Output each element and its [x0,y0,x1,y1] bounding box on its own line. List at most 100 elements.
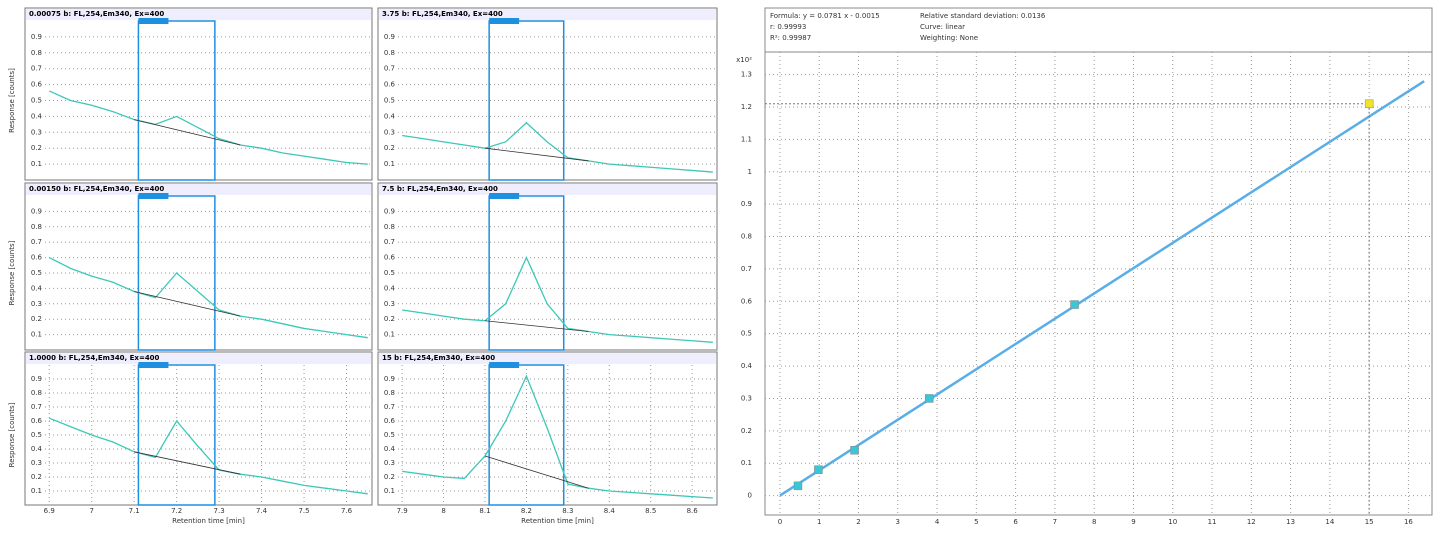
y-tick-label: 0.9 [384,375,395,383]
y-tick-label: 0.8 [741,233,752,241]
panel-title-bar [26,353,371,364]
x-tick-label: 7.4 [256,507,268,515]
window-tab [138,18,169,24]
panel-title-bar [26,9,371,20]
y-tick-label: 0.3 [384,300,395,308]
y-tick-label: 0.8 [31,389,42,397]
header-text: Relative standard deviation: 0.0136 [920,12,1046,20]
x-tick-label: 16 [1404,518,1413,526]
calibration-point [1364,99,1374,109]
y-axis-label: Response [counts] [8,402,16,467]
x-tick-label: 7.1 [129,507,140,515]
y-tick-label: 0.1 [31,331,42,339]
header-text: Weighting: None [920,34,978,42]
x-tick-label: 6.9 [44,507,55,515]
y-tick-label: 0.1 [31,160,42,168]
y-tick-label: 0.3 [31,300,42,308]
y-tick-label: 0.9 [31,375,42,383]
y-tick-label: 0.6 [31,81,43,89]
calibration-point [924,394,934,403]
x-tick-label: 2 [856,518,860,526]
header-text: R²: 0.99987 [770,34,811,42]
y-multiplier: x10² [736,56,752,64]
y-tick-label: 1.1 [741,135,752,143]
y-tick-label: 0.1 [741,459,752,467]
calibration-point [814,465,823,474]
y-tick-label: 0.5 [31,269,42,277]
integration-window [488,20,565,181]
calibration-point [1070,300,1079,309]
baseline [484,455,589,489]
y-tick-label: 0.1 [31,487,42,495]
x-tick-label: 12 [1247,518,1256,526]
y-tick-label: 0.3 [384,128,395,136]
y-tick-label: 0.8 [384,223,395,231]
x-tick-label: 8.3 [562,507,573,515]
y-tick-label: 0.3 [31,459,42,467]
window-tab [489,193,520,199]
y-tick-label: 0.3 [384,459,395,467]
y-tick-label: 0.7 [741,265,752,273]
x-tick-label: 10 [1168,518,1177,526]
window-tab [138,193,169,199]
y-tick-label: 0.6 [741,297,753,305]
y-tick-label: 0.2 [384,315,395,323]
x-axis-label: Retention time [min] [521,517,594,525]
trace [402,374,713,499]
y-tick-label: 0.2 [741,427,752,435]
y-tick-label: 0.1 [384,331,395,339]
window-tab [138,362,169,368]
y-tick-label: 0.6 [384,417,396,425]
trace [402,256,713,343]
y-tick-label: 0.7 [384,238,395,246]
x-tick-label: 6 [1013,518,1018,526]
integration-window [137,364,216,506]
integration-window [488,364,565,506]
y-tick-label: 0.2 [31,144,42,152]
window-tab [489,362,520,368]
panel-title-bar [26,184,371,195]
y-tick-label: 0.2 [384,473,395,481]
panel-title: 0.00075 b: FL,254,Em340, Ex=400 [29,10,164,18]
y-tick-label: 0.4 [384,445,396,453]
y-tick-label: 0.5 [741,330,752,338]
y-tick-label: 0.7 [31,238,42,246]
x-tick-label: 5 [974,518,978,526]
y-tick-label: 0.9 [741,200,752,208]
x-tick-label: 15 [1365,518,1374,526]
y-tick-label: 0.5 [31,431,42,439]
x-tick-label: 13 [1286,518,1295,526]
x-tick-label: 8.5 [645,507,656,515]
panel-title: 15 b: FL,254,Em340, Ex=400 [382,354,495,362]
panel-title-bar [379,353,716,364]
x-tick-label: 7.5 [298,507,309,515]
y-tick-label: 0.5 [384,269,395,277]
trace [402,121,713,173]
baseline [134,119,241,146]
y-tick-label: 1 [748,168,752,176]
y-tick-label: 0.4 [31,112,43,120]
x-tick-label: 1 [817,518,821,526]
window-tab [489,18,520,24]
x-tick-label: 7 [1053,518,1057,526]
y-tick-label: 0.7 [31,403,42,411]
y-tick-label: 0.8 [31,49,42,57]
x-tick-label: 8 [441,507,445,515]
y-tick-label: 0.2 [31,473,42,481]
panel-title: 3.75 b: FL,254,Em340, Ex=400 [382,10,503,18]
x-tick-label: 8.6 [687,507,699,515]
y-tick-label: 0.3 [741,394,752,402]
y-tick-label: 0.4 [31,445,43,453]
y-tick-label: 0.6 [384,81,396,89]
baseline [134,451,241,475]
integration-window [488,195,565,351]
x-tick-label: 7.9 [397,507,408,515]
x-tick-label: 14 [1325,518,1334,526]
x-tick-label: 0 [778,518,782,526]
x-tick-label: 9 [1131,518,1135,526]
x-tick-label: 7 [89,507,93,515]
x-tick-label: 8.2 [521,507,532,515]
y-tick-label: 0 [748,492,752,500]
baseline [484,147,589,162]
header-text: Curve: linear [920,23,965,31]
